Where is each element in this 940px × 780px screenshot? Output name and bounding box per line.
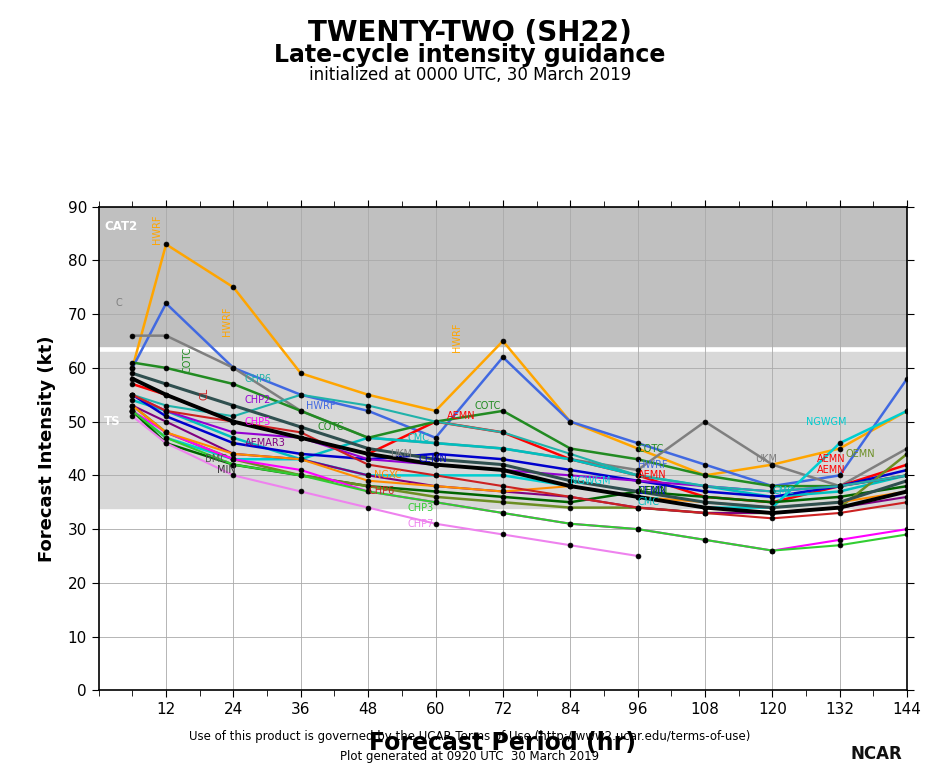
Text: CMC: CMC (773, 487, 794, 497)
Text: Late-cycle intensity guidance: Late-cycle intensity guidance (274, 43, 666, 67)
Text: AEMN: AEMN (446, 411, 476, 421)
Text: HWRF: HWRF (222, 307, 232, 335)
Text: COTC: COTC (637, 444, 664, 453)
Bar (99, 207, 907, 346)
Text: CHP2: CHP2 (244, 395, 271, 405)
Text: MIN: MIN (216, 465, 235, 475)
Text: CMC: CMC (637, 497, 660, 507)
Text: CMC: CMC (407, 433, 430, 443)
Text: OEMN: OEMN (845, 448, 875, 459)
Text: GHP6: GHP6 (244, 374, 272, 384)
Text: NGWGM: NGWGM (806, 417, 847, 427)
Text: COTC: COTC (183, 347, 193, 374)
Text: UKM: UKM (391, 448, 413, 459)
Text: HWRF: HWRF (637, 459, 667, 470)
Text: TS: TS (104, 415, 121, 428)
X-axis label: Forecast Period (hr): Forecast Period (hr) (369, 731, 636, 755)
Text: HWRF: HWRF (152, 215, 162, 244)
Text: TWENTY-TWO (SH22): TWENTY-TWO (SH22) (308, 20, 632, 48)
Text: CHP3: CHP3 (407, 502, 433, 512)
Text: BMC: BMC (205, 454, 227, 464)
Text: AEMN: AEMN (817, 454, 846, 464)
Text: NEMN: NEMN (637, 487, 667, 497)
Text: CHP7: CHP7 (407, 519, 434, 529)
Text: initialized at 0000 UTC, 30 March 2019: initialized at 0000 UTC, 30 March 2019 (309, 66, 631, 83)
Text: AEMN: AEMN (817, 465, 846, 475)
Text: HWRF: HWRF (306, 400, 336, 410)
Text: CAT2: CAT2 (104, 220, 137, 233)
Bar (99, 352, 907, 508)
Text: Plot generated at 0920 UTC  30 March 2019: Plot generated at 0920 UTC 30 March 2019 (340, 750, 600, 763)
Text: NGWGM: NGWGM (571, 476, 611, 486)
Text: NGXC: NGXC (374, 470, 401, 480)
Text: Use of this product is governed by the UCAR Terms of Use (http://www2.ucar.edu/t: Use of this product is governed by the U… (189, 729, 751, 743)
Text: UKM: UKM (756, 454, 777, 464)
Text: COTC: COTC (318, 422, 344, 432)
Text: NCAR: NCAR (851, 745, 902, 763)
Text: CEMN: CEMN (637, 487, 666, 497)
Y-axis label: Forecast Intensity (kt): Forecast Intensity (kt) (39, 335, 56, 562)
Text: AEMN: AEMN (637, 470, 666, 480)
Text: CEMN: CEMN (418, 454, 447, 464)
Text: AEMAR3: AEMAR3 (244, 438, 286, 448)
Text: HWRF: HWRF (452, 322, 462, 352)
Text: CHP6: CHP6 (368, 487, 395, 497)
Text: C: C (116, 299, 122, 308)
Text: CHP5: CHP5 (244, 417, 271, 427)
Text: COTC: COTC (475, 400, 501, 410)
Text: CL: CL (199, 388, 210, 400)
